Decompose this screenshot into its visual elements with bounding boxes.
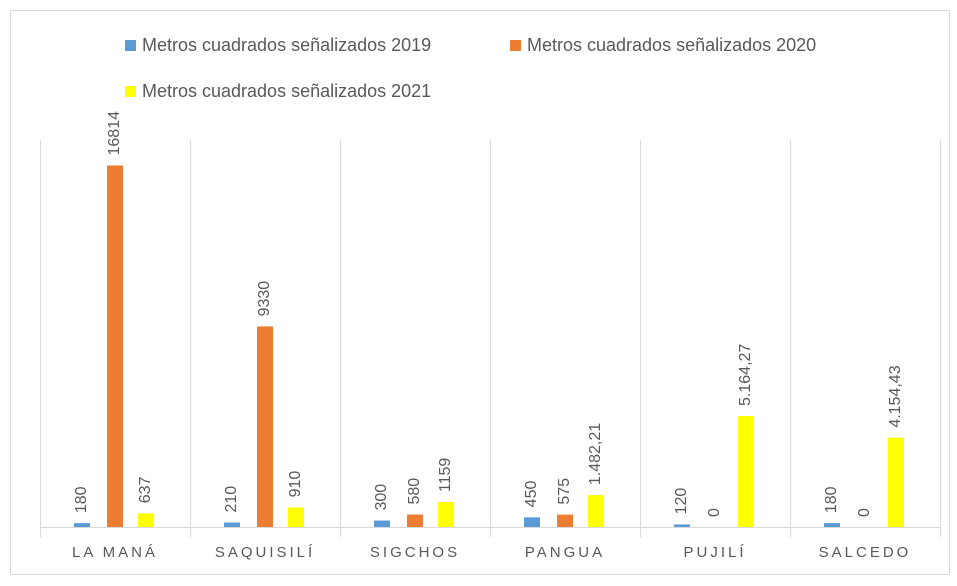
x-tick-label: SALCEDO	[819, 544, 912, 561]
data-label: 180	[73, 486, 90, 513]
bar	[288, 507, 304, 527]
bar	[74, 523, 90, 527]
data-label: 575	[556, 478, 573, 505]
bar	[107, 165, 123, 527]
bar	[738, 415, 754, 527]
data-label: 300	[373, 484, 390, 511]
data-label: 120	[673, 488, 690, 515]
bar	[557, 514, 573, 527]
legend-label: Metros cuadrados señalizados 2020	[527, 35, 816, 55]
legend-label: Metros cuadrados señalizados 2021	[142, 81, 431, 101]
bar	[374, 520, 390, 527]
bar	[407, 514, 423, 527]
data-label: 180	[823, 486, 840, 513]
x-tick-label: LA MANÁ	[72, 544, 158, 561]
chart-border	[10, 10, 950, 575]
x-tick-label: PUJILÍ	[683, 544, 746, 561]
data-label: 580	[406, 478, 423, 505]
data-label: 910	[287, 471, 304, 498]
data-label: 450	[523, 481, 540, 508]
x-tick-label: PANGUA	[525, 544, 605, 561]
data-label: 16814	[106, 111, 123, 156]
bar	[588, 495, 604, 527]
data-label: 5.164,27	[737, 344, 754, 406]
legend-swatch	[510, 40, 521, 51]
bar	[438, 502, 454, 527]
data-label: 1.482,21	[587, 423, 604, 485]
legend-swatch	[125, 40, 136, 51]
data-label: 210	[223, 486, 240, 513]
bar	[888, 437, 904, 527]
bar	[257, 326, 273, 527]
bar	[674, 524, 690, 527]
legend-swatch	[125, 86, 136, 97]
data-label: 9330	[256, 281, 273, 317]
bar	[138, 513, 154, 527]
bar	[524, 517, 540, 527]
data-label: 0	[706, 508, 723, 517]
bar	[824, 523, 840, 527]
bar	[224, 522, 240, 527]
data-label: 4.154,43	[887, 365, 904, 427]
x-tick-label: SIGCHOS	[370, 544, 460, 561]
data-label: 637	[137, 477, 154, 504]
data-label: 0	[856, 508, 873, 517]
x-tick-label: SAQUISILÍ	[215, 544, 315, 561]
legend-label: Metros cuadrados señalizados 2019	[142, 35, 431, 55]
data-label: 1159	[437, 458, 454, 493]
